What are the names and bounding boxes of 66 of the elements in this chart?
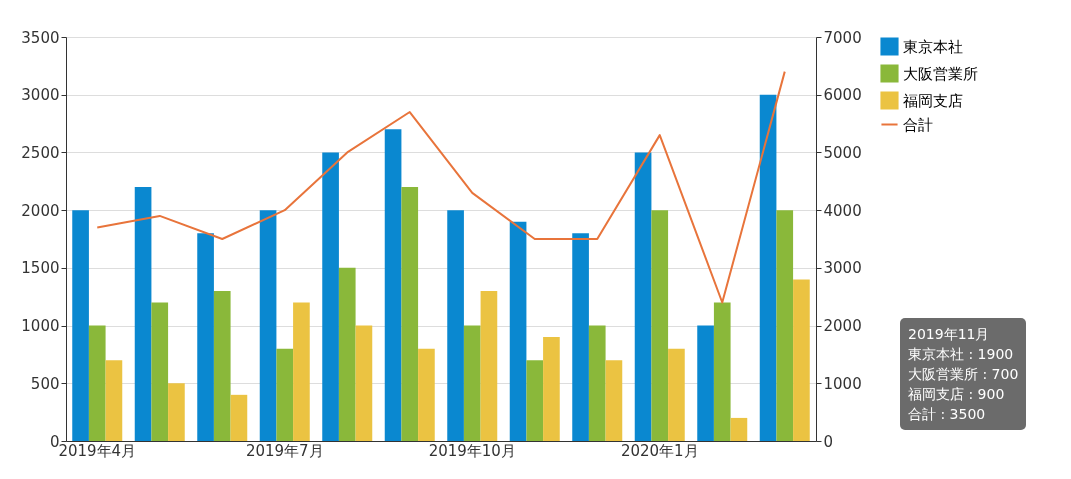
bar xyxy=(588,325,606,441)
x-tick-label: 2019年7月 xyxy=(245,441,324,460)
x-tick-label: 2019年4月 xyxy=(58,441,137,460)
bar xyxy=(418,348,435,441)
y2-tick-label: 6000 xyxy=(823,86,862,105)
text: 2019年11月 xyxy=(908,325,991,344)
bar xyxy=(88,325,106,441)
y2-tick-label: 4000 xyxy=(823,201,862,220)
x-tick-label: 2020年1月 xyxy=(620,441,699,460)
bar xyxy=(463,325,481,441)
text: 合計 : 3500 xyxy=(908,405,987,424)
text: 福岡支店 : 900 xyxy=(908,385,1006,404)
bar xyxy=(668,348,685,441)
y-tick-label: 2500 xyxy=(21,143,60,162)
bar xyxy=(134,187,152,441)
bar xyxy=(259,210,277,441)
bar xyxy=(338,267,356,441)
bar xyxy=(776,210,794,441)
bar xyxy=(105,360,123,441)
y-tick-label: 1000 xyxy=(21,317,60,336)
y-tick-label: 3000 xyxy=(21,86,60,105)
legend-label: 合計 xyxy=(903,115,933,134)
bar xyxy=(730,417,748,441)
bar xyxy=(697,325,714,441)
y2-tick-label: 2000 xyxy=(823,317,862,336)
bar xyxy=(759,94,777,441)
y2-tick-label: 5000 xyxy=(823,143,862,162)
y-tick-label: 1500 xyxy=(21,259,60,278)
bar xyxy=(509,221,527,441)
y-tick-label: 0 xyxy=(49,432,60,451)
y-tick-label: 500 xyxy=(30,374,60,393)
bar xyxy=(293,302,310,441)
y2-tick-label: 1000 xyxy=(823,374,862,393)
bar xyxy=(197,233,214,441)
bar xyxy=(151,302,169,441)
bar xyxy=(543,337,560,441)
bar xyxy=(72,210,89,441)
bar xyxy=(605,360,623,441)
bar xyxy=(168,383,185,441)
bar xyxy=(384,129,402,441)
text: 東京本社 : 1900 xyxy=(908,345,1015,364)
bar xyxy=(447,210,464,441)
bar xyxy=(634,152,652,441)
bar xyxy=(355,325,373,441)
bar xyxy=(322,152,339,441)
line-series xyxy=(96,70,786,304)
y2-tick-label: 0 xyxy=(823,432,834,451)
bar xyxy=(713,302,731,441)
bar xyxy=(793,279,810,441)
y2-tick-label: 3000 xyxy=(823,259,862,278)
legend-label: 大阪営業所 xyxy=(903,64,978,83)
y-tick-label: 2000 xyxy=(21,201,60,220)
bar xyxy=(276,348,294,441)
legend-label: 東京本社 xyxy=(903,37,963,56)
y-tick-label: 3500 xyxy=(21,28,60,47)
bar xyxy=(213,290,231,441)
bar xyxy=(572,233,589,441)
bar xyxy=(480,290,498,441)
text: 大阪営業所 : 700 xyxy=(908,365,1019,384)
bar xyxy=(651,210,669,441)
x-tick-label: 2019年10月 xyxy=(428,441,516,460)
bar xyxy=(526,360,544,441)
y2-tick-label: 7000 xyxy=(823,28,862,47)
bar xyxy=(401,187,419,441)
legend-label: 福岡支店 xyxy=(903,91,963,110)
bar xyxy=(230,394,248,441)
